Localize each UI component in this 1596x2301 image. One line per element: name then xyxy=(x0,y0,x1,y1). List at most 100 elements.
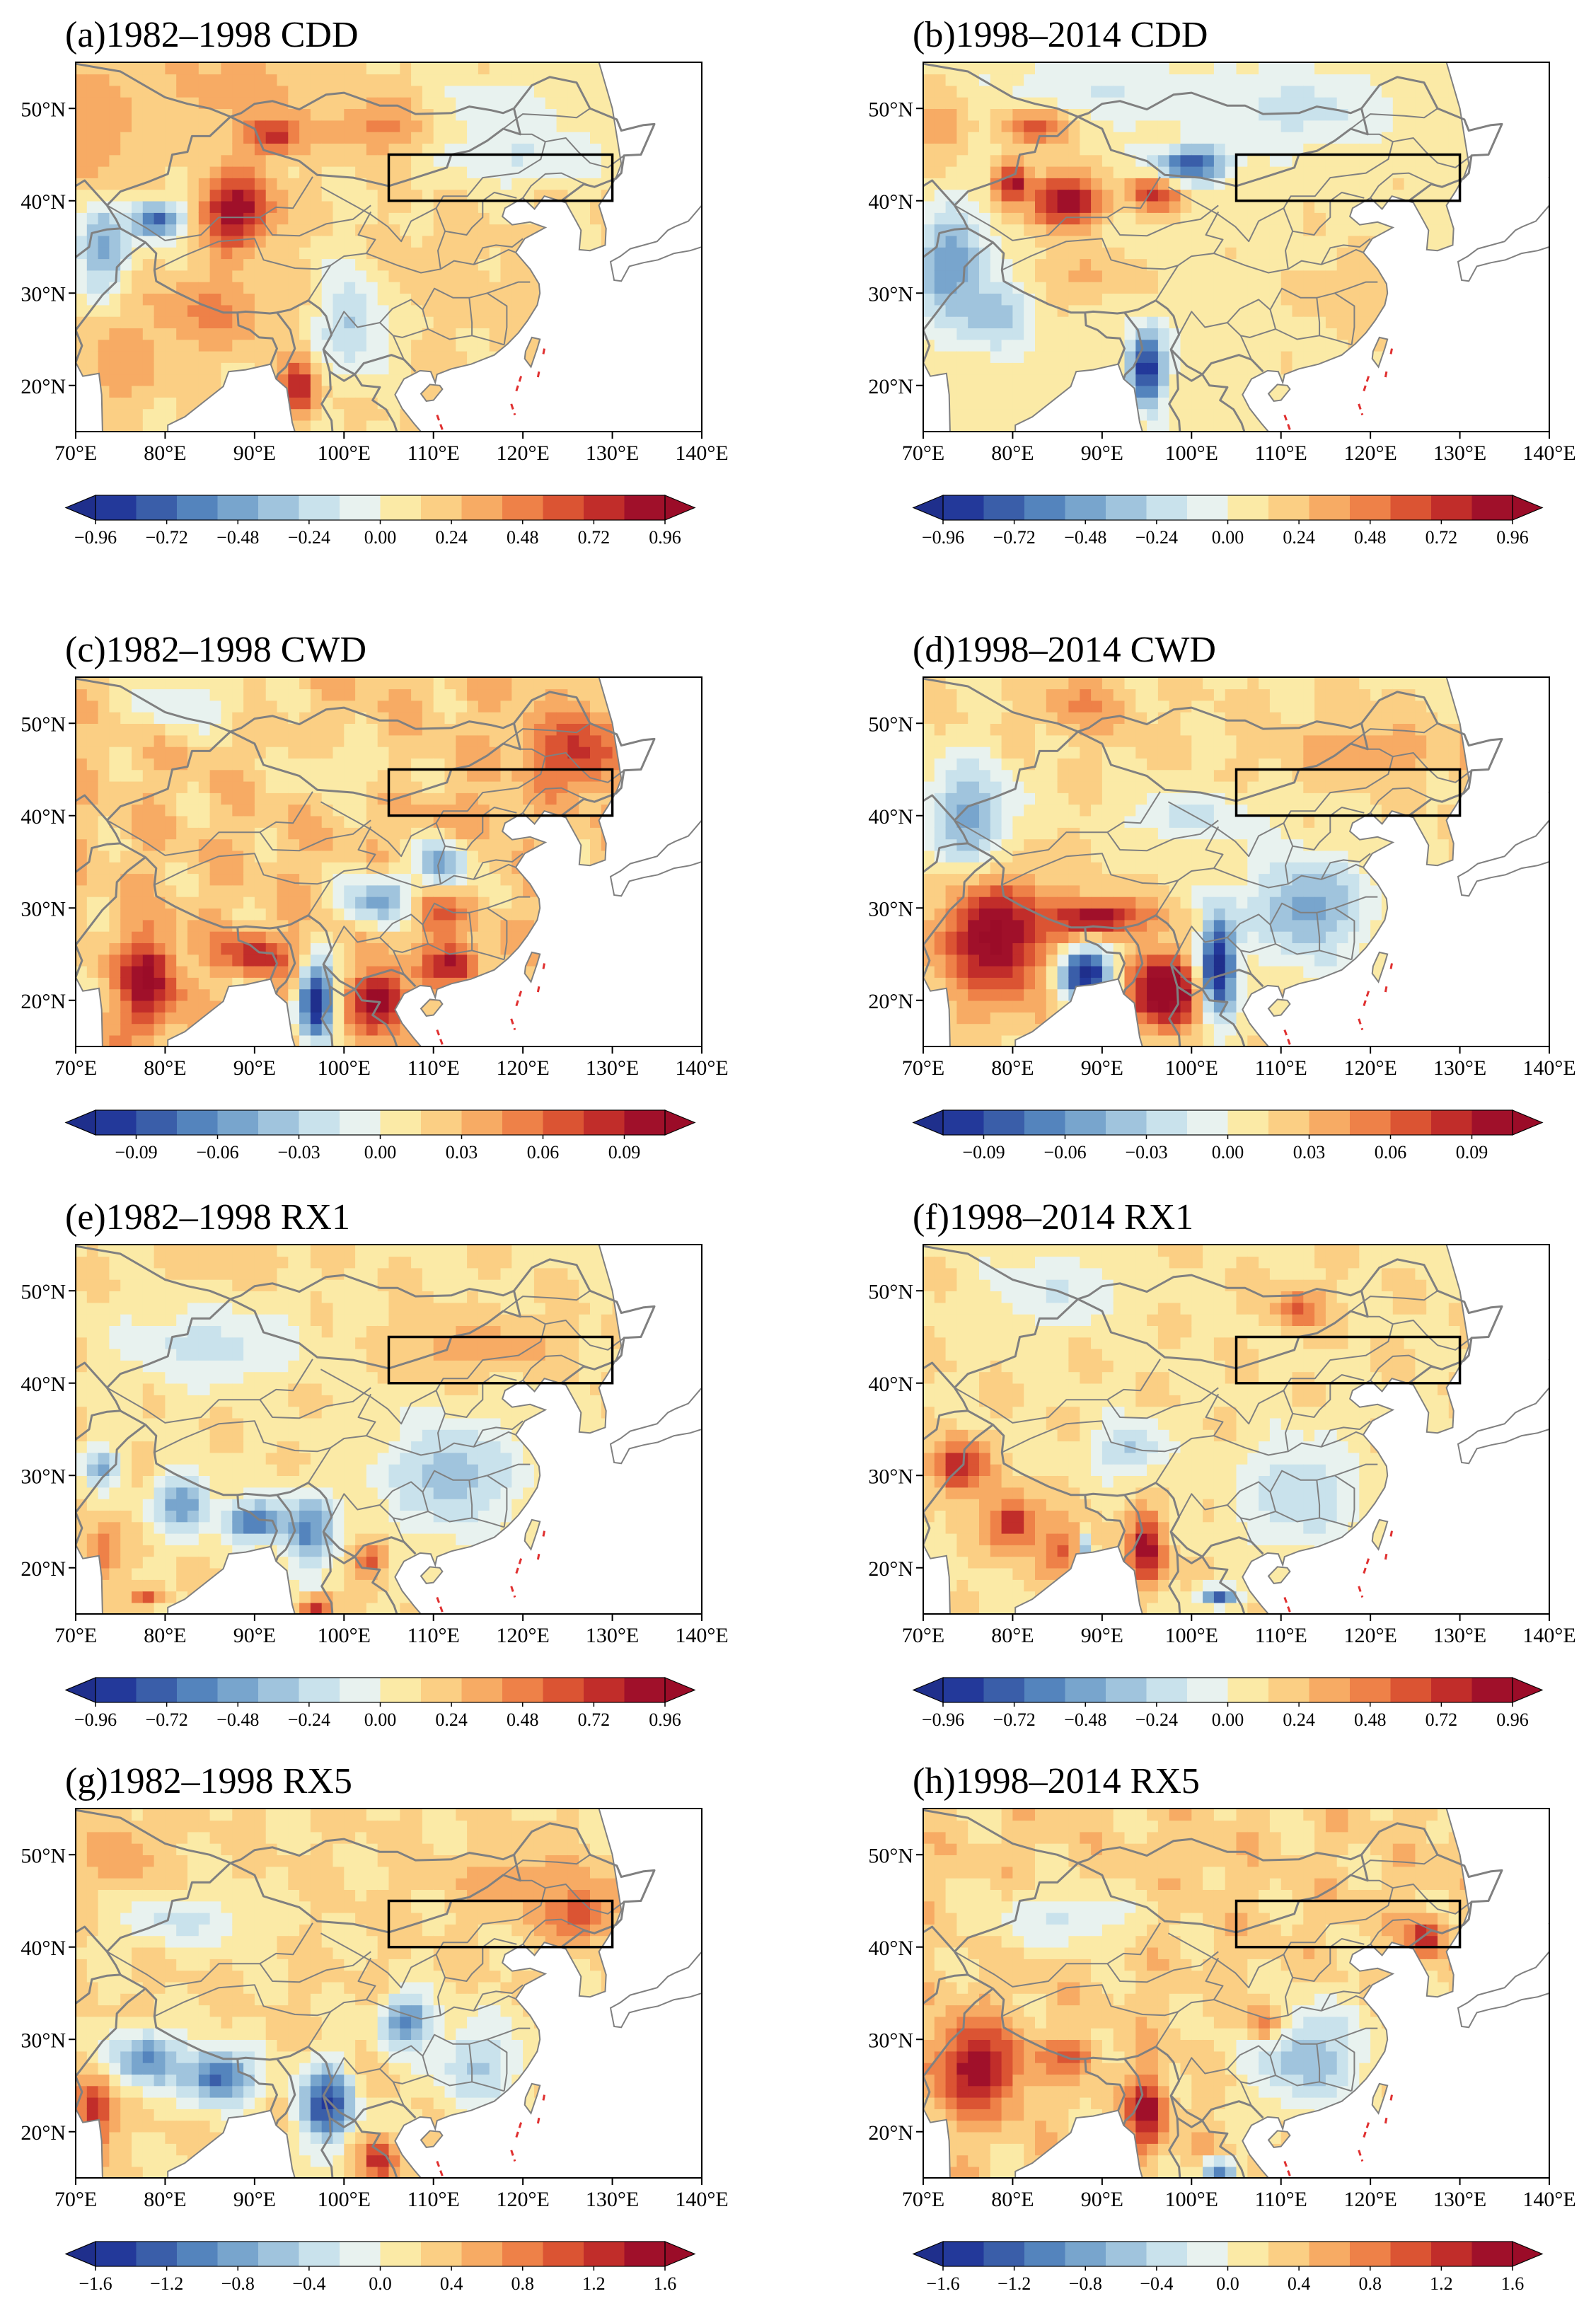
grid-cell xyxy=(321,838,334,851)
grid-cell xyxy=(990,328,1002,340)
grid-cell xyxy=(1493,62,1505,75)
grid-cell xyxy=(288,930,300,943)
grid-cell xyxy=(444,688,457,701)
grid-cell xyxy=(1415,420,1427,432)
grid-cell xyxy=(444,954,457,967)
grid-cell xyxy=(545,120,557,132)
grid-cell xyxy=(1359,339,1371,352)
grid-cell xyxy=(467,374,479,386)
grid-cell xyxy=(98,850,110,863)
grid-cell xyxy=(388,154,401,167)
grid-cell xyxy=(299,677,311,690)
grid-cell xyxy=(86,734,99,747)
grid-cell xyxy=(176,178,188,190)
grid-cell xyxy=(1236,154,1249,167)
grid-cell xyxy=(1225,362,1237,375)
y-tick-label: 50°N xyxy=(868,98,913,121)
grid-cell xyxy=(1348,74,1360,86)
grid-cell xyxy=(142,362,155,375)
grid-cell xyxy=(1527,166,1539,178)
grid-cell xyxy=(232,96,244,109)
grid-cell xyxy=(646,85,658,98)
grid-cell xyxy=(187,930,200,943)
grid-cell xyxy=(523,74,535,86)
grid-cell xyxy=(956,178,968,190)
grid-cell xyxy=(956,397,968,410)
grid-cell xyxy=(523,178,535,190)
grid-cell xyxy=(934,374,947,386)
grid-cell xyxy=(344,896,356,909)
grid-cell xyxy=(142,942,155,955)
grid-cell xyxy=(98,281,110,294)
grid-cell xyxy=(1381,166,1394,178)
grid-cell xyxy=(132,270,144,282)
grid-cell xyxy=(1247,166,1259,178)
grid-cell xyxy=(567,350,579,363)
grid-cell xyxy=(198,200,211,213)
grid-cell xyxy=(142,746,155,759)
grid-cell xyxy=(277,746,289,759)
grid-cell xyxy=(1280,108,1293,121)
grid-cell xyxy=(154,408,166,421)
grid-cell xyxy=(344,200,356,213)
grid-cell xyxy=(132,930,144,943)
grid-cell xyxy=(198,930,211,943)
grid-cell xyxy=(187,804,200,817)
grid-cell xyxy=(1213,293,1226,306)
grid-cell xyxy=(945,339,958,352)
grid-cell xyxy=(254,930,267,943)
grid-cell xyxy=(646,281,658,294)
grid-cell xyxy=(556,120,569,132)
grid-cell xyxy=(690,408,702,421)
grid-cell xyxy=(109,908,121,921)
grid-cell xyxy=(500,224,513,236)
grid-cell xyxy=(1124,328,1137,340)
grid-cell xyxy=(344,884,356,897)
grid-cell xyxy=(310,769,323,782)
grid-cell xyxy=(366,328,378,340)
grid-cell xyxy=(1012,270,1024,282)
grid-cell xyxy=(165,408,177,421)
grid-cell xyxy=(1147,108,1159,121)
grid-cell xyxy=(232,746,244,759)
grid-cell xyxy=(1292,270,1305,282)
grid-cell xyxy=(444,131,457,144)
grid-cell xyxy=(1191,74,1203,86)
grid-cell xyxy=(1538,316,1549,328)
grid-cell xyxy=(109,677,121,690)
grid-cell xyxy=(154,1000,166,1013)
colorbar-bin xyxy=(543,495,584,520)
grid-cell xyxy=(377,896,390,909)
grid-cell xyxy=(500,397,513,410)
grid-cell xyxy=(1538,120,1549,132)
grid-cell xyxy=(657,385,669,398)
grid-cell xyxy=(945,328,958,340)
grid-cell xyxy=(377,316,390,328)
grid-cell xyxy=(332,838,345,851)
grid-cell xyxy=(154,224,166,236)
grid-cell xyxy=(400,270,412,282)
grid-cell xyxy=(1370,374,1382,386)
grid-cell xyxy=(132,677,144,690)
grid-cell xyxy=(1348,85,1360,98)
grid-cell xyxy=(1101,281,1114,294)
grid-cell xyxy=(579,374,591,386)
grid-cell xyxy=(366,942,378,955)
grid-cell xyxy=(388,62,401,75)
country-border xyxy=(1122,311,1144,380)
grid-cell xyxy=(1515,408,1528,421)
grid-cell xyxy=(400,711,412,724)
grid-cell xyxy=(679,131,691,144)
grid-cell xyxy=(1404,316,1416,328)
grid-cell xyxy=(1269,258,1282,271)
grid-cell xyxy=(679,85,691,98)
grid-cell xyxy=(523,374,535,386)
grid-cell xyxy=(478,954,490,967)
grid-cell xyxy=(344,746,356,759)
grid-cell xyxy=(400,304,412,317)
grid-cell xyxy=(109,1012,121,1025)
grid-cell xyxy=(422,131,434,144)
grid-cell xyxy=(1046,408,1058,421)
grid-cell xyxy=(120,143,132,156)
grid-cell xyxy=(176,350,188,363)
